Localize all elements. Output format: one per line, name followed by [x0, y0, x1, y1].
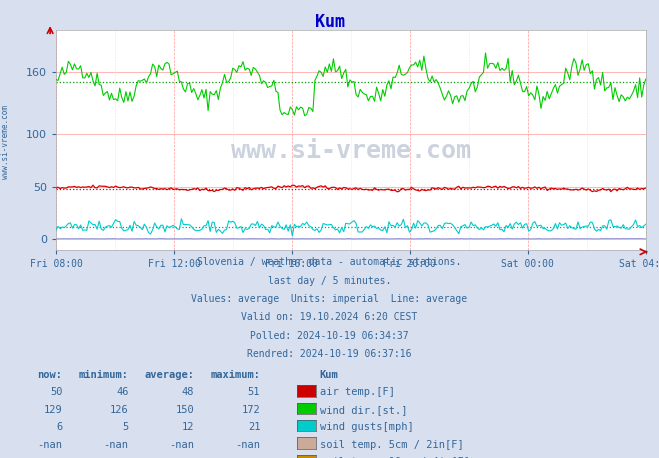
Text: -nan: -nan — [235, 440, 260, 450]
Text: Slovenia / weather data - automatic stations.: Slovenia / weather data - automatic stat… — [197, 257, 462, 267]
Text: Values: average  Units: imperial  Line: average: Values: average Units: imperial Line: av… — [191, 294, 468, 304]
Text: now:: now: — [38, 370, 63, 380]
Text: 126: 126 — [110, 405, 129, 415]
Text: www.si-vreme.com: www.si-vreme.com — [1, 105, 10, 179]
Text: 129: 129 — [44, 405, 63, 415]
Text: 150: 150 — [176, 405, 194, 415]
Text: 48: 48 — [182, 387, 194, 398]
Text: average:: average: — [144, 370, 194, 380]
Text: 46: 46 — [116, 387, 129, 398]
Text: -nan: -nan — [235, 457, 260, 458]
Text: 51: 51 — [248, 387, 260, 398]
Text: 50: 50 — [50, 387, 63, 398]
Text: last day / 5 minutes.: last day / 5 minutes. — [268, 276, 391, 286]
Text: www.si-vreme.com: www.si-vreme.com — [231, 139, 471, 163]
Text: Kum: Kum — [320, 370, 338, 380]
Text: -nan: -nan — [169, 457, 194, 458]
Text: -nan: -nan — [169, 440, 194, 450]
Text: Polled: 2024-10-19 06:34:37: Polled: 2024-10-19 06:34:37 — [250, 331, 409, 341]
Text: wind dir.[st.]: wind dir.[st.] — [320, 405, 407, 415]
Text: Rendred: 2024-10-19 06:37:16: Rendred: 2024-10-19 06:37:16 — [247, 349, 412, 359]
Text: -nan: -nan — [38, 440, 63, 450]
Text: 21: 21 — [248, 422, 260, 432]
Text: air temp.[F]: air temp.[F] — [320, 387, 395, 398]
Text: -nan: -nan — [38, 457, 63, 458]
Text: soil temp. 10cm / 4in[F]: soil temp. 10cm / 4in[F] — [320, 457, 470, 458]
Text: maximum:: maximum: — [210, 370, 260, 380]
Text: wind gusts[mph]: wind gusts[mph] — [320, 422, 413, 432]
Text: minimum:: minimum: — [78, 370, 129, 380]
Text: Kum: Kum — [314, 13, 345, 31]
Text: 6: 6 — [57, 422, 63, 432]
Text: 5: 5 — [123, 422, 129, 432]
Text: -nan: -nan — [103, 440, 129, 450]
Text: 12: 12 — [182, 422, 194, 432]
Text: Valid on: 19.10.2024 6:20 CEST: Valid on: 19.10.2024 6:20 CEST — [241, 312, 418, 322]
Text: soil temp. 5cm / 2in[F]: soil temp. 5cm / 2in[F] — [320, 440, 463, 450]
Text: -nan: -nan — [103, 457, 129, 458]
Text: 172: 172 — [242, 405, 260, 415]
